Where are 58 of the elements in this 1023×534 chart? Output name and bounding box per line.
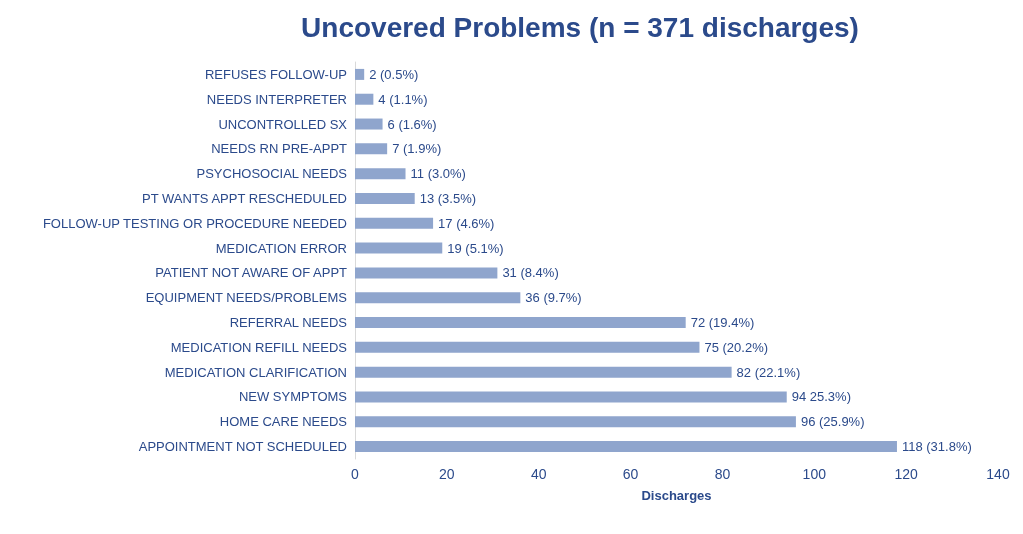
x-tick-label: 60 (622, 466, 639, 482)
x-tick-label: 0 (351, 466, 360, 482)
bar (355, 292, 521, 304)
bar (355, 68, 365, 80)
data-label: 4 (1.1%) (378, 91, 428, 107)
x-tick-label: 20 (439, 466, 455, 482)
data-label: 118 (31.8%) (901, 439, 972, 455)
y-tick-label: NEEDS RN PRE-APPT (211, 141, 348, 157)
data-label: 96 (25.9%) (800, 414, 865, 430)
y-tick-label: MEDICATION CLARIFICATION (164, 364, 347, 380)
bar (355, 391, 787, 403)
x-tick-label: 120 (894, 466, 919, 482)
y-tick-label: APPOINTMENT NOT SCHEDULED (138, 439, 347, 455)
x-axis-title: Discharges (641, 488, 712, 503)
bar (355, 168, 406, 180)
bar (355, 217, 434, 229)
data-label: 2 (0.5%) (369, 66, 419, 82)
bar (355, 93, 374, 105)
y-tick-label: UNCONTROLLED SX (218, 116, 348, 132)
y-tick-label: REFUSES FOLLOW-UP (204, 66, 347, 82)
x-tick-label: 100 (802, 466, 827, 482)
y-tick-label: NEEDS INTERPRETER (206, 91, 347, 107)
x-tick-label: 80 (714, 466, 731, 482)
data-label: 7 (1.9%) (392, 141, 442, 157)
bar (355, 366, 732, 378)
data-label: 17 (4.6%) (438, 215, 495, 231)
x-tick-label: 40 (530, 466, 547, 482)
data-label: 94 25.3%) (791, 389, 851, 405)
data-label: 11 (3.0%) (410, 166, 466, 182)
bar (355, 192, 415, 204)
data-label: 6 (1.6%) (387, 116, 437, 132)
y-tick-label: FOLLOW-UP TESTING OR PROCEDURE NEEDED (42, 215, 347, 231)
data-label: 31 (8.4%) (502, 265, 559, 281)
data-label: 13 (3.5%) (419, 190, 477, 206)
data-label: 19 (5.1%) (447, 240, 504, 256)
bar (355, 118, 383, 130)
y-tick-label: MEDICATION REFILL NEEDS (170, 339, 348, 355)
y-tick-label: MEDICATION ERROR (215, 240, 347, 256)
data-label: 36 (9.7%) (525, 290, 582, 306)
chart-title: Uncovered Problems (n = 371 discharges) (301, 11, 859, 43)
y-tick-label: REFERRAL NEEDS (229, 315, 348, 331)
y-tick-label: NEW SYMPTOMS (238, 389, 348, 405)
bar (355, 317, 686, 329)
y-tick-label: PT WANTS APPT RESCHEDULED (142, 190, 347, 206)
data-label: 82 (22.1%) (736, 364, 801, 380)
y-tick-label: EQUIPMENT NEEDS/PROBLEMS (145, 290, 348, 306)
data-label: 72 (19.4%) (690, 315, 755, 331)
bar (355, 441, 897, 453)
bar (355, 143, 388, 155)
x-tick-label: 140 (986, 466, 1010, 482)
bar (355, 267, 498, 279)
bar (355, 416, 796, 428)
data-label: 75 (20.2%) (704, 339, 769, 355)
y-tick-label: HOME CARE NEEDS (219, 414, 348, 430)
bar (355, 341, 700, 353)
y-tick-label: PATIENT NOT AWARE OF APPT (155, 265, 348, 281)
y-tick-label: PSYCHOSOCIAL NEEDS (196, 166, 348, 182)
bar (355, 242, 443, 254)
